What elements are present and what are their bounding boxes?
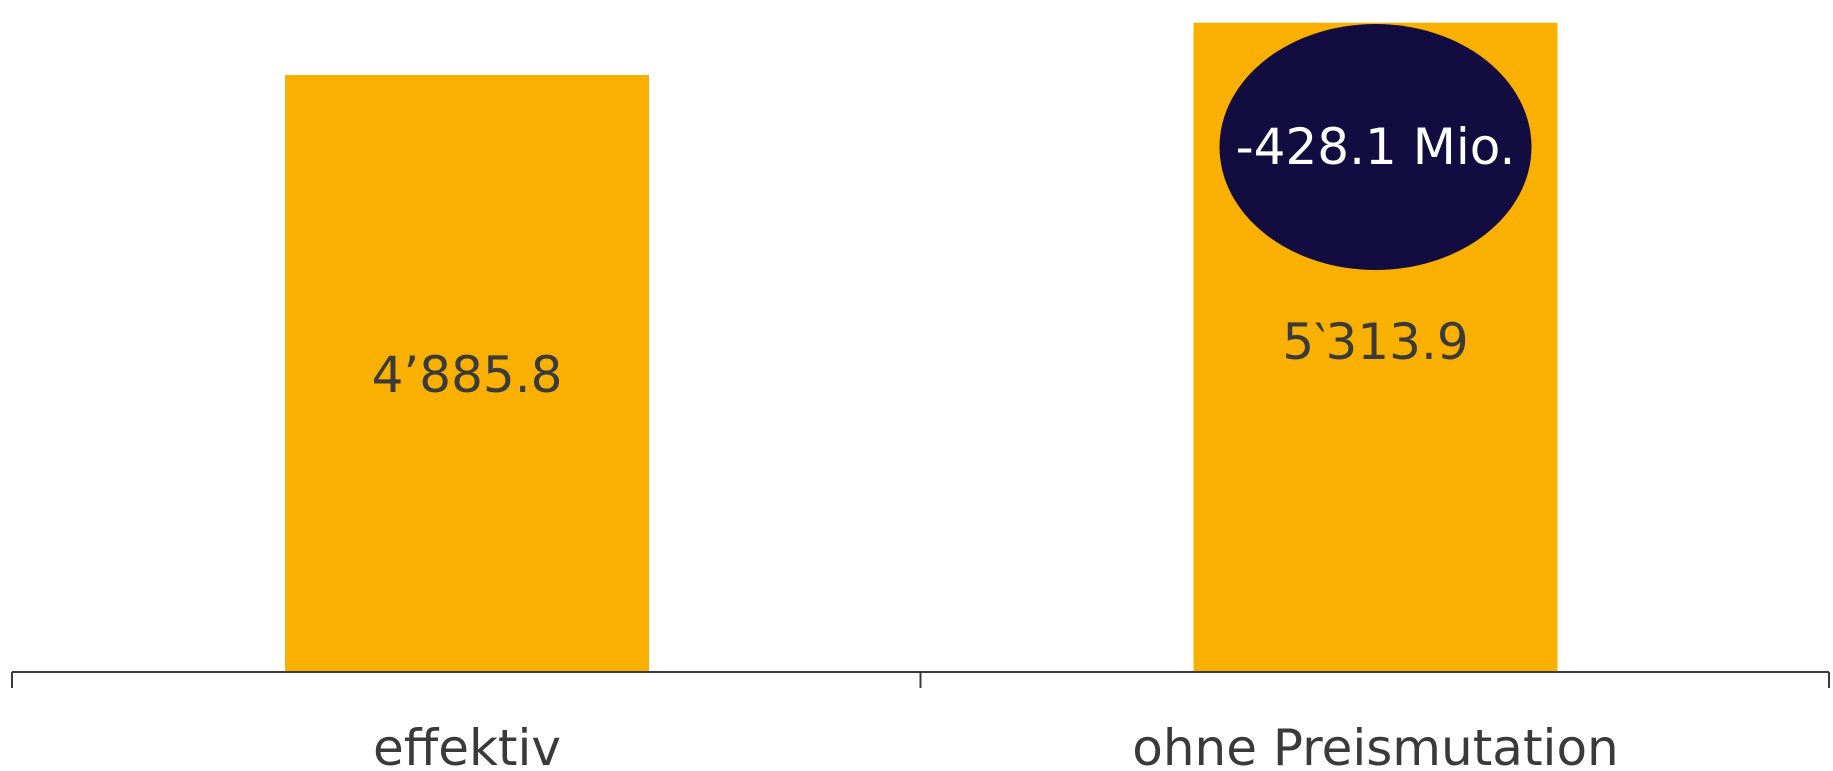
category-label-1: effektiv [373, 719, 561, 771]
value-label-1: 4’885.8 [372, 346, 563, 404]
bar-1 [285, 75, 649, 672]
annotation-layer: -428.1 Mio. [1219, 24, 1532, 270]
labels-layer: 4’885.8 effektiv 5‵313.9 ohne Preismutation [372, 313, 1619, 771]
annotation-badge [1219, 24, 1532, 270]
value-label-2: 5‵313.9 [1282, 313, 1468, 371]
category-label-2: ohne Preismutation [1132, 719, 1618, 771]
x-axis [11, 671, 1830, 688]
annotation-text: -428.1 Mio. [1236, 118, 1516, 176]
